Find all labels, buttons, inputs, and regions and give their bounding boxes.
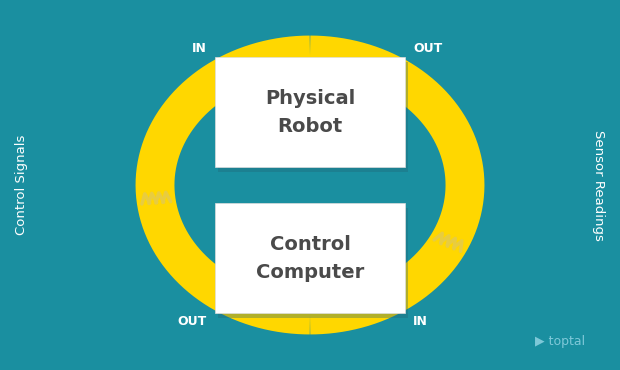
FancyBboxPatch shape (218, 62, 408, 172)
Text: IN: IN (413, 315, 428, 328)
Text: OUT: OUT (413, 42, 442, 55)
Text: OUT: OUT (178, 315, 207, 328)
Text: Control Signals: Control Signals (16, 135, 29, 235)
FancyBboxPatch shape (215, 203, 405, 313)
FancyBboxPatch shape (218, 208, 408, 318)
Text: Control
Computer: Control Computer (256, 235, 364, 282)
Text: Physical
Robot: Physical Robot (265, 88, 355, 135)
FancyBboxPatch shape (215, 57, 405, 167)
Text: ▶ toptal: ▶ toptal (535, 336, 585, 349)
Text: Sensor Readings: Sensor Readings (591, 130, 604, 240)
Text: IN: IN (192, 42, 207, 55)
